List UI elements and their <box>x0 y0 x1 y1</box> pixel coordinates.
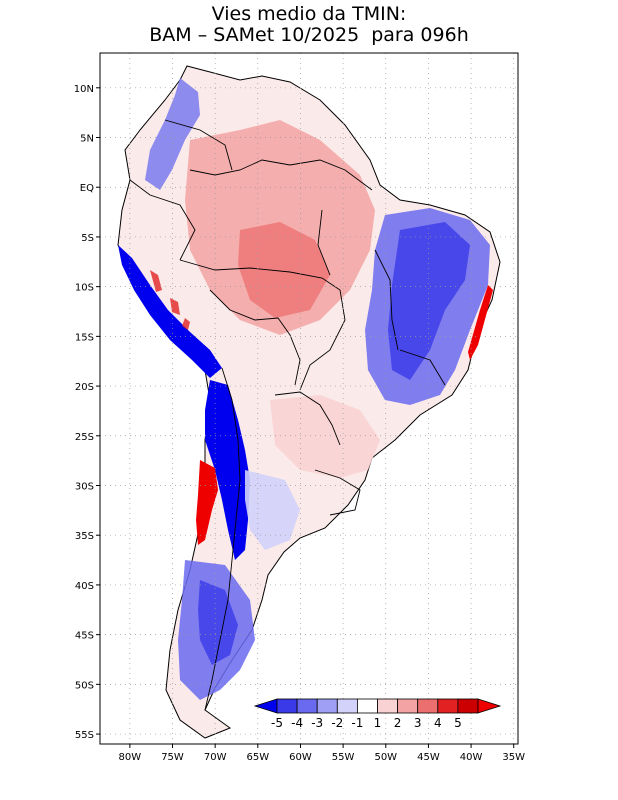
colorbar-label: -4 <box>291 716 303 730</box>
border-brazil-west <box>179 259 346 391</box>
colorbar-box <box>316 698 338 714</box>
border-colombia <box>164 119 233 171</box>
warm-spots-peru <box>150 270 190 330</box>
lon-tick-label: 40W <box>460 752 483 763</box>
lon-tick-label: 35W <box>502 752 525 763</box>
lat-tick-label: 5N <box>80 134 94 145</box>
colorbar-label: -2 <box>331 716 343 730</box>
lat-tick-label: 55S <box>75 730 94 741</box>
colorbar-box <box>417 698 439 714</box>
lon-tick-label: 65W <box>247 752 270 763</box>
colorbar-box <box>276 698 298 714</box>
colorbar-box <box>437 698 459 714</box>
colorbar-label: 2 <box>394 716 402 730</box>
colorbar-label: 4 <box>434 716 442 730</box>
lat-tick-label: 5S <box>81 233 94 244</box>
lon-tick-label: 75W <box>161 752 184 763</box>
chart-title-line2: BAM – SAMet 10/2025 para 096h <box>149 24 469 46</box>
colorbar-label: 1 <box>374 716 382 730</box>
lon-tick-label: 60W <box>289 752 312 763</box>
warm-zone-south-central <box>270 395 380 478</box>
lat-tick-label: 40S <box>75 581 94 592</box>
colorbar-box <box>397 698 419 714</box>
warm-strip-east-coast <box>468 285 493 360</box>
colorbar: -5 -4 -3 -2 -1 1 2 3 4 5 <box>253 698 502 730</box>
colorbar-label: -3 <box>311 716 323 730</box>
lon-tick-label: 45W <box>417 752 440 763</box>
chart-title-line1: Vies medio da TMIN: <box>211 3 407 25</box>
lat-tick-label: 50S <box>75 680 94 691</box>
lat-tick-label: EQ <box>80 183 94 194</box>
colorbar-box <box>356 698 378 714</box>
colorbar-box <box>336 698 358 714</box>
lat-tick-label: 45S <box>75 631 94 642</box>
colorbar-label: -1 <box>351 716 363 730</box>
cold-zone-northeast-core <box>388 222 470 380</box>
border-brazil-states <box>317 209 446 386</box>
warm-zone-amazon-core <box>238 222 330 318</box>
colorbar-over-arrow <box>477 698 502 714</box>
lon-tick-label: 80W <box>119 752 142 763</box>
lat-tick-label: 20S <box>75 382 94 393</box>
country-borders <box>129 119 446 711</box>
lat-tick-label: 25S <box>75 432 94 443</box>
colorbar-box <box>377 698 399 714</box>
colorbar-box <box>296 698 318 714</box>
lon-tick-label: 70W <box>204 752 227 763</box>
lat-tick-label: 35S <box>75 531 94 542</box>
warm-zone-chile <box>196 460 218 545</box>
border-paraguay <box>274 391 341 446</box>
gridlines <box>100 53 518 744</box>
border-peru-ecuador <box>129 179 196 261</box>
lon-tick-label: 55W <box>332 752 355 763</box>
cold-zone-chile <box>205 380 250 560</box>
lat-tick-label: 10N <box>74 84 94 95</box>
plot-frame <box>99 52 519 745</box>
colorbar-box <box>457 698 479 714</box>
border-brazil-north <box>189 159 373 191</box>
border-chile-argentina <box>204 367 241 711</box>
lat-tick-label: 30S <box>75 481 94 492</box>
cold-zone-argentina <box>245 470 300 550</box>
cold-zone-peru-coast <box>118 245 222 378</box>
lat-tick-label: 10S <box>75 283 94 294</box>
lon-tick-label: 50W <box>374 752 397 763</box>
border-bolivia <box>209 289 301 386</box>
lat-tick-label: 15S <box>75 332 94 343</box>
colorbar-label: 3 <box>414 716 422 730</box>
colorbar-label: -5 <box>271 716 283 730</box>
axis-ticks: 10N 5N EQ 5S 10S 15S 20S 25S 30S 35S 40S 45S 50S 55S 8… <box>74 84 525 763</box>
border-uruguay <box>314 469 361 516</box>
colorbar-label: 5 <box>454 716 462 730</box>
